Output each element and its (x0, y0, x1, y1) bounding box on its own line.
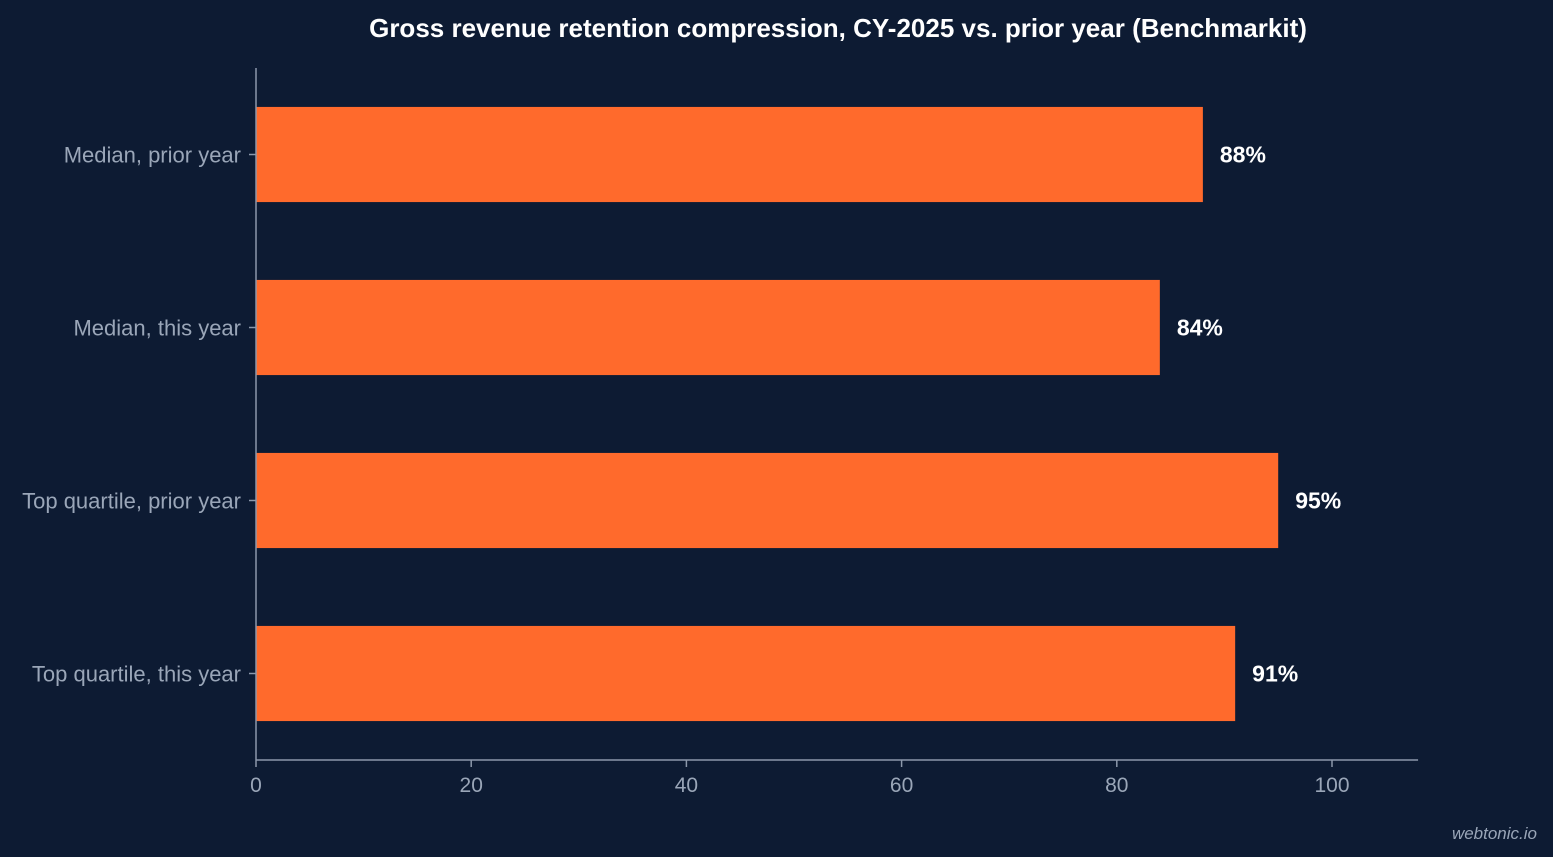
x-tick-label: 40 (675, 774, 698, 797)
bars-group (256, 106, 1279, 722)
x-tick-label: 80 (1105, 774, 1128, 797)
value-labels-group: 88% 84% 95% 91% (1177, 142, 1341, 687)
category-label: Median, prior year (64, 143, 241, 168)
bar-1 (256, 106, 1203, 203)
value-label: 88% (1220, 142, 1266, 168)
value-label: 91% (1252, 661, 1298, 687)
category-label: Top quartile, prior year (22, 489, 241, 514)
watermark-text: webtonic.io (1452, 824, 1537, 843)
value-label: 95% (1295, 488, 1341, 514)
x-tick-label: 20 (460, 774, 483, 797)
chart-title: Gross revenue retention compression, CY-… (369, 13, 1307, 43)
category-label: Median, this year (73, 316, 241, 341)
bar-3 (256, 452, 1279, 549)
x-tick-label: 0 (250, 774, 262, 797)
x-tick-label: 100 (1314, 774, 1349, 797)
category-label: Top quartile, this year (32, 662, 241, 687)
x-tick-label: 60 (890, 774, 913, 797)
value-label: 84% (1177, 315, 1223, 341)
bar-2 (256, 279, 1160, 376)
bar-4 (256, 625, 1236, 722)
category-labels-group: Median, prior year Median, this year Top q… (22, 143, 256, 687)
x-axis-ticks-group: 0 20 40 60 80 100 (250, 760, 1350, 797)
